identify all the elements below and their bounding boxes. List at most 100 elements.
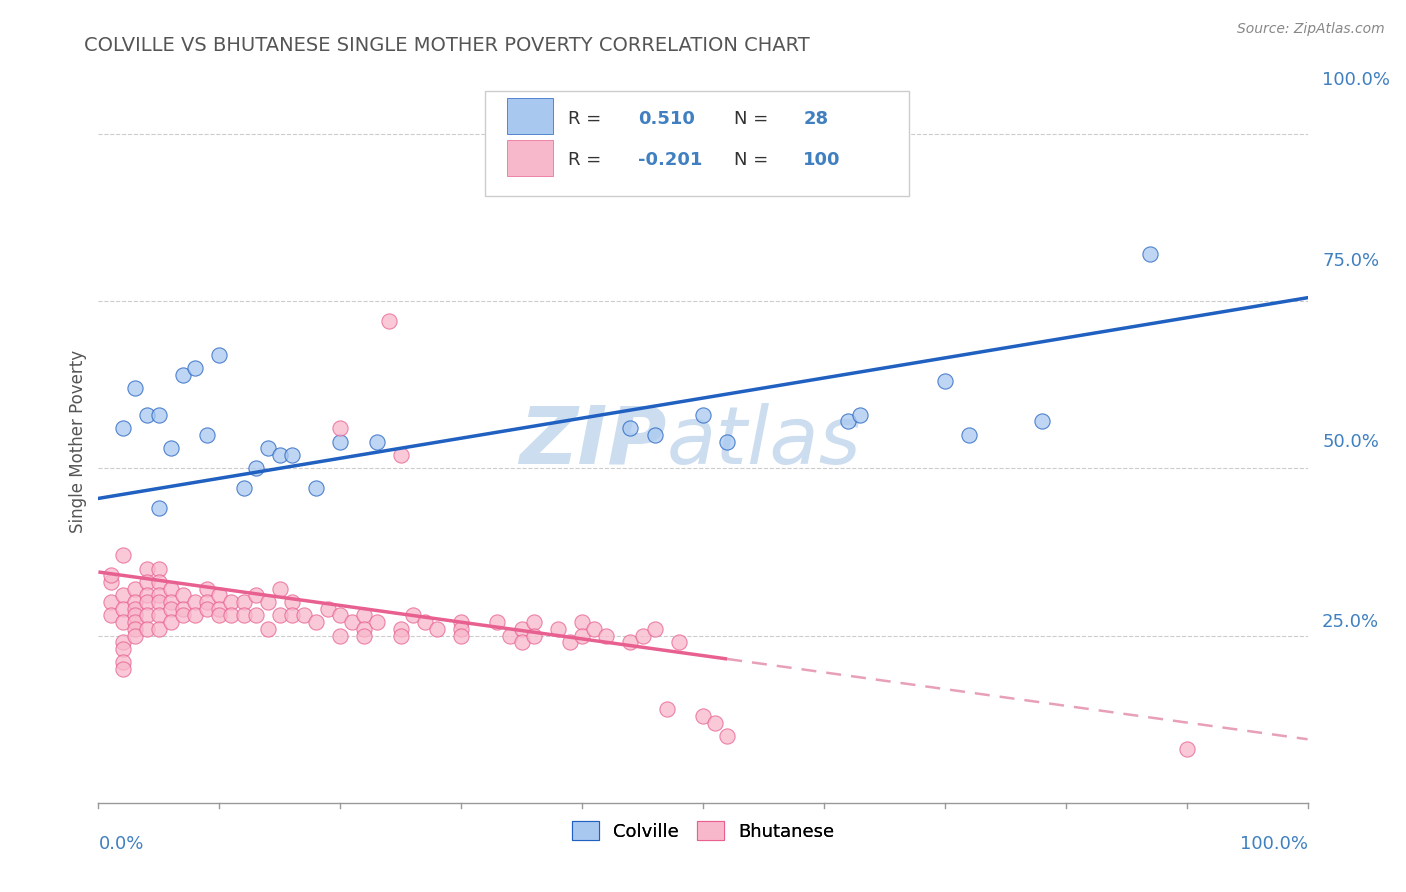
Point bbox=[124, 628, 146, 642]
Point bbox=[111, 662, 134, 676]
Point bbox=[366, 615, 388, 630]
Point bbox=[148, 589, 170, 603]
Point bbox=[124, 595, 146, 609]
Point bbox=[148, 575, 170, 590]
Point bbox=[305, 615, 328, 630]
Point bbox=[111, 589, 134, 603]
Point bbox=[160, 615, 183, 630]
Point bbox=[232, 608, 254, 623]
Point bbox=[111, 615, 134, 630]
Point bbox=[232, 482, 254, 496]
Point bbox=[934, 375, 956, 389]
Point bbox=[353, 622, 375, 636]
Point bbox=[100, 595, 122, 609]
Point bbox=[195, 427, 218, 442]
Point bbox=[571, 615, 593, 630]
Point bbox=[450, 615, 472, 630]
Point bbox=[135, 575, 157, 590]
Point bbox=[184, 595, 207, 609]
Point bbox=[558, 635, 581, 649]
Point bbox=[148, 595, 170, 609]
Point bbox=[523, 615, 546, 630]
Point bbox=[184, 608, 207, 623]
Point bbox=[353, 608, 375, 623]
Text: ZIP: ZIP bbox=[519, 402, 666, 481]
Point bbox=[269, 448, 291, 462]
Point bbox=[305, 482, 328, 496]
Point bbox=[245, 608, 267, 623]
Point bbox=[184, 361, 207, 376]
Point bbox=[692, 408, 714, 422]
Point bbox=[135, 408, 157, 422]
Point bbox=[245, 461, 267, 475]
Point bbox=[510, 622, 533, 636]
Text: COLVILLE VS BHUTANESE SINGLE MOTHER POVERTY CORRELATION CHART: COLVILLE VS BHUTANESE SINGLE MOTHER POVE… bbox=[84, 36, 810, 54]
Point bbox=[148, 501, 170, 516]
Text: 25.0%: 25.0% bbox=[1322, 613, 1379, 632]
Point bbox=[547, 622, 569, 636]
Point bbox=[716, 729, 738, 743]
Point bbox=[281, 448, 304, 462]
Point bbox=[619, 635, 641, 649]
Point bbox=[849, 408, 872, 422]
Point bbox=[595, 628, 617, 642]
Point bbox=[837, 414, 859, 429]
Point bbox=[644, 622, 666, 636]
Point bbox=[221, 608, 243, 623]
Point bbox=[135, 595, 157, 609]
Point bbox=[329, 421, 352, 435]
Point bbox=[208, 608, 231, 623]
Point bbox=[124, 622, 146, 636]
Point bbox=[160, 582, 183, 596]
Point bbox=[195, 595, 218, 609]
Text: 28: 28 bbox=[803, 110, 828, 128]
Point bbox=[655, 702, 678, 716]
Point bbox=[160, 595, 183, 609]
Point bbox=[316, 602, 339, 616]
Point bbox=[389, 628, 412, 642]
Y-axis label: Single Mother Poverty: Single Mother Poverty bbox=[69, 350, 87, 533]
Point bbox=[329, 434, 352, 449]
FancyBboxPatch shape bbox=[508, 98, 553, 135]
Point bbox=[292, 608, 315, 623]
Point bbox=[172, 602, 194, 616]
Text: R =: R = bbox=[568, 151, 606, 169]
FancyBboxPatch shape bbox=[485, 91, 908, 196]
Point bbox=[148, 562, 170, 576]
Point bbox=[208, 602, 231, 616]
Point bbox=[172, 608, 194, 623]
Point bbox=[377, 314, 399, 328]
Text: N =: N = bbox=[734, 151, 775, 169]
Point bbox=[631, 628, 654, 642]
Point bbox=[245, 589, 267, 603]
Point bbox=[111, 655, 134, 669]
Point bbox=[426, 622, 449, 636]
Point bbox=[389, 448, 412, 462]
Point bbox=[619, 421, 641, 435]
Point bbox=[232, 595, 254, 609]
Point bbox=[692, 708, 714, 723]
Point bbox=[486, 615, 509, 630]
Point bbox=[256, 595, 278, 609]
Point bbox=[366, 434, 388, 449]
Point bbox=[281, 595, 304, 609]
Point bbox=[269, 608, 291, 623]
Point bbox=[100, 568, 122, 582]
Text: 0.0%: 0.0% bbox=[98, 835, 143, 854]
Text: -0.201: -0.201 bbox=[638, 151, 702, 169]
Point bbox=[148, 408, 170, 422]
Text: R =: R = bbox=[568, 110, 606, 128]
Point bbox=[450, 628, 472, 642]
Text: Source: ZipAtlas.com: Source: ZipAtlas.com bbox=[1237, 22, 1385, 37]
Point bbox=[135, 608, 157, 623]
Point bbox=[100, 608, 122, 623]
Point bbox=[172, 589, 194, 603]
Text: 0.510: 0.510 bbox=[638, 110, 695, 128]
Point bbox=[160, 602, 183, 616]
Point bbox=[124, 615, 146, 630]
Text: 100: 100 bbox=[803, 151, 841, 169]
Text: 50.0%: 50.0% bbox=[1322, 433, 1379, 450]
Point bbox=[1031, 414, 1053, 429]
Point bbox=[450, 622, 472, 636]
Legend: Colville, Bhutanese: Colville, Bhutanese bbox=[564, 814, 842, 848]
